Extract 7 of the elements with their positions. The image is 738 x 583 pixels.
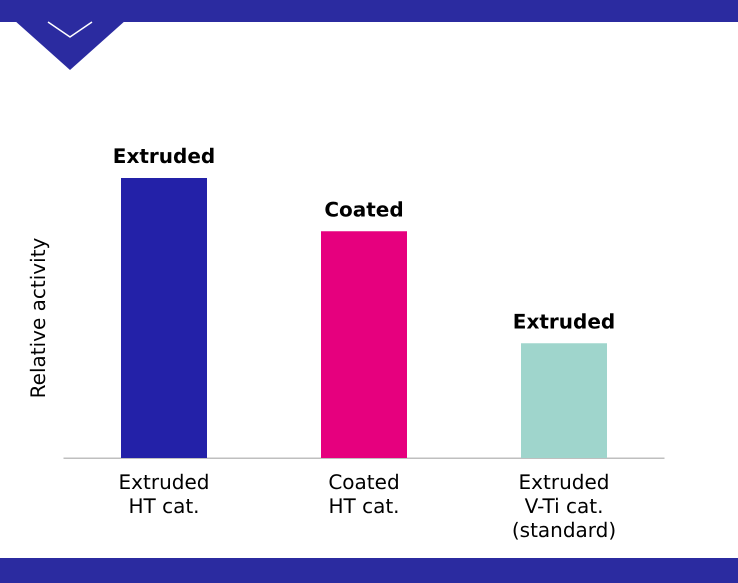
x-tick-label: Coated HT cat. — [328, 470, 400, 518]
annotation: Extruded — [512, 309, 616, 334]
x-tick-label: Extruded V-Ti cat. (standard) — [512, 470, 616, 542]
annotation: Coated — [324, 197, 404, 222]
y-axis-title: Relative activity — [26, 237, 50, 398]
annotation: Extruded — [112, 144, 216, 168]
x-tick-label: Extruded HT cat. — [118, 470, 210, 518]
